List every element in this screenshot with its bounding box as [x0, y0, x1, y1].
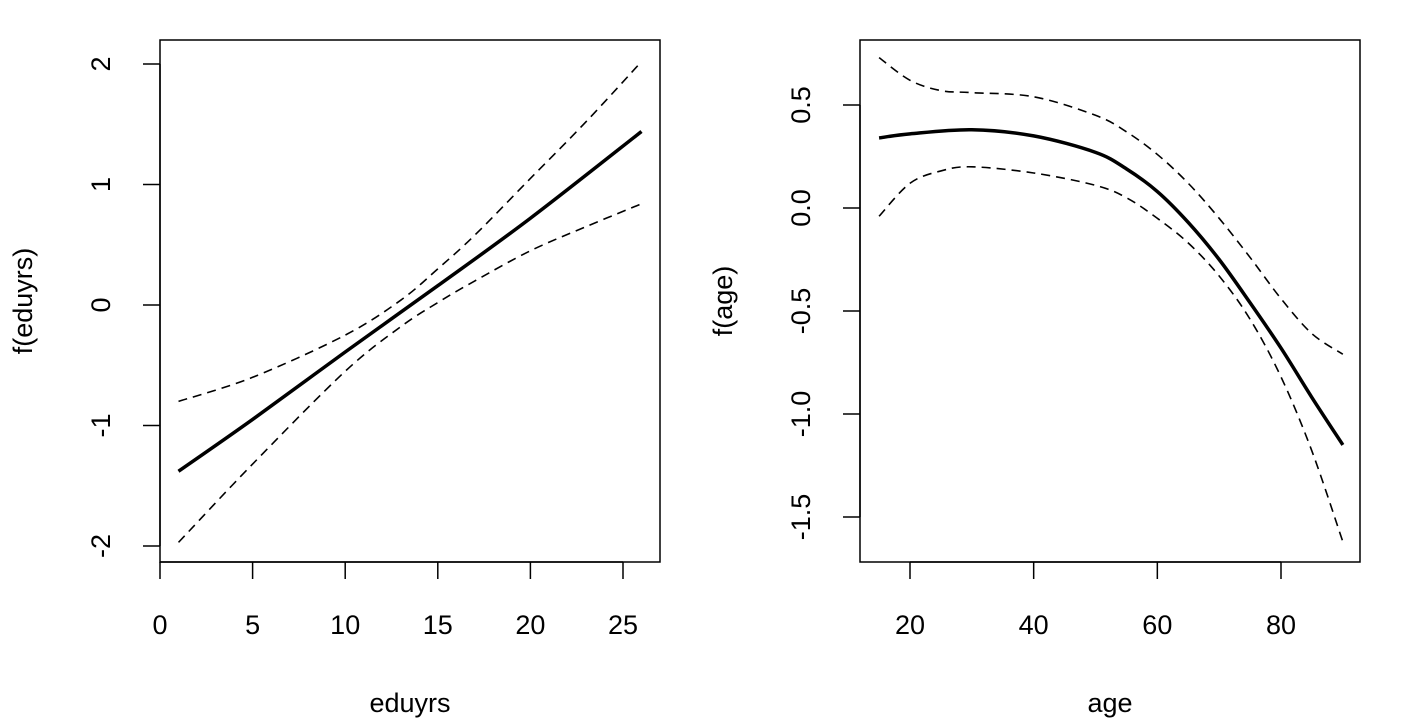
x-axis-label: eduyrs: [369, 688, 450, 718]
y-tick-label: 0: [86, 297, 116, 312]
x-tick-label: 60: [1142, 610, 1172, 640]
y-tick-label: 2: [86, 56, 116, 71]
x-axis-label: age: [1087, 688, 1132, 718]
x-tick-label: 20: [515, 610, 545, 640]
y-tick-label: 1: [86, 177, 116, 192]
y-tick-label: -1.5: [786, 494, 816, 541]
lower-confidence-band: [878, 165, 1344, 542]
y-tick-label: -0.5: [786, 288, 816, 335]
y-tick-label: -1.0: [786, 391, 816, 438]
x-tick-label: 5: [245, 610, 260, 640]
upper-confidence-band: [878, 56, 1344, 355]
plot-box: [159, 39, 661, 563]
x-tick-label: 0: [152, 610, 167, 640]
x-tick-label: 20: [895, 610, 925, 640]
y-axis-label: f(eduyrs): [8, 248, 38, 355]
x-tick-label: 80: [1266, 610, 1296, 640]
y-tick-label: -1: [86, 413, 116, 437]
y-tick-label: 0.5: [786, 86, 816, 124]
upper-confidence-band: [178, 61, 643, 403]
y-axis-label: f(age): [708, 266, 738, 337]
plot-box: [859, 39, 1361, 563]
y-tick-label: -2: [86, 534, 116, 558]
smooth-fit-line: [878, 127, 1345, 446]
panel-1: 0 5 10 15 20 25 -2 -1 0 1 2 eduyrs f(eduyrs): [8, 39, 661, 718]
x-tick-label: 25: [608, 610, 638, 640]
x-tick-label: 15: [423, 610, 453, 640]
smooth-fit-line: [177, 130, 643, 473]
x-tick-label: 10: [330, 610, 360, 640]
y-tick-label: 0.0: [786, 189, 816, 227]
panel-2: 20 40 60 80 -1.5 -1.0 -0.5 0.0 0.5 age f(age): [708, 39, 1361, 718]
lower-confidence-band: [177, 203, 642, 543]
x-tick-label: 40: [1019, 610, 1049, 640]
